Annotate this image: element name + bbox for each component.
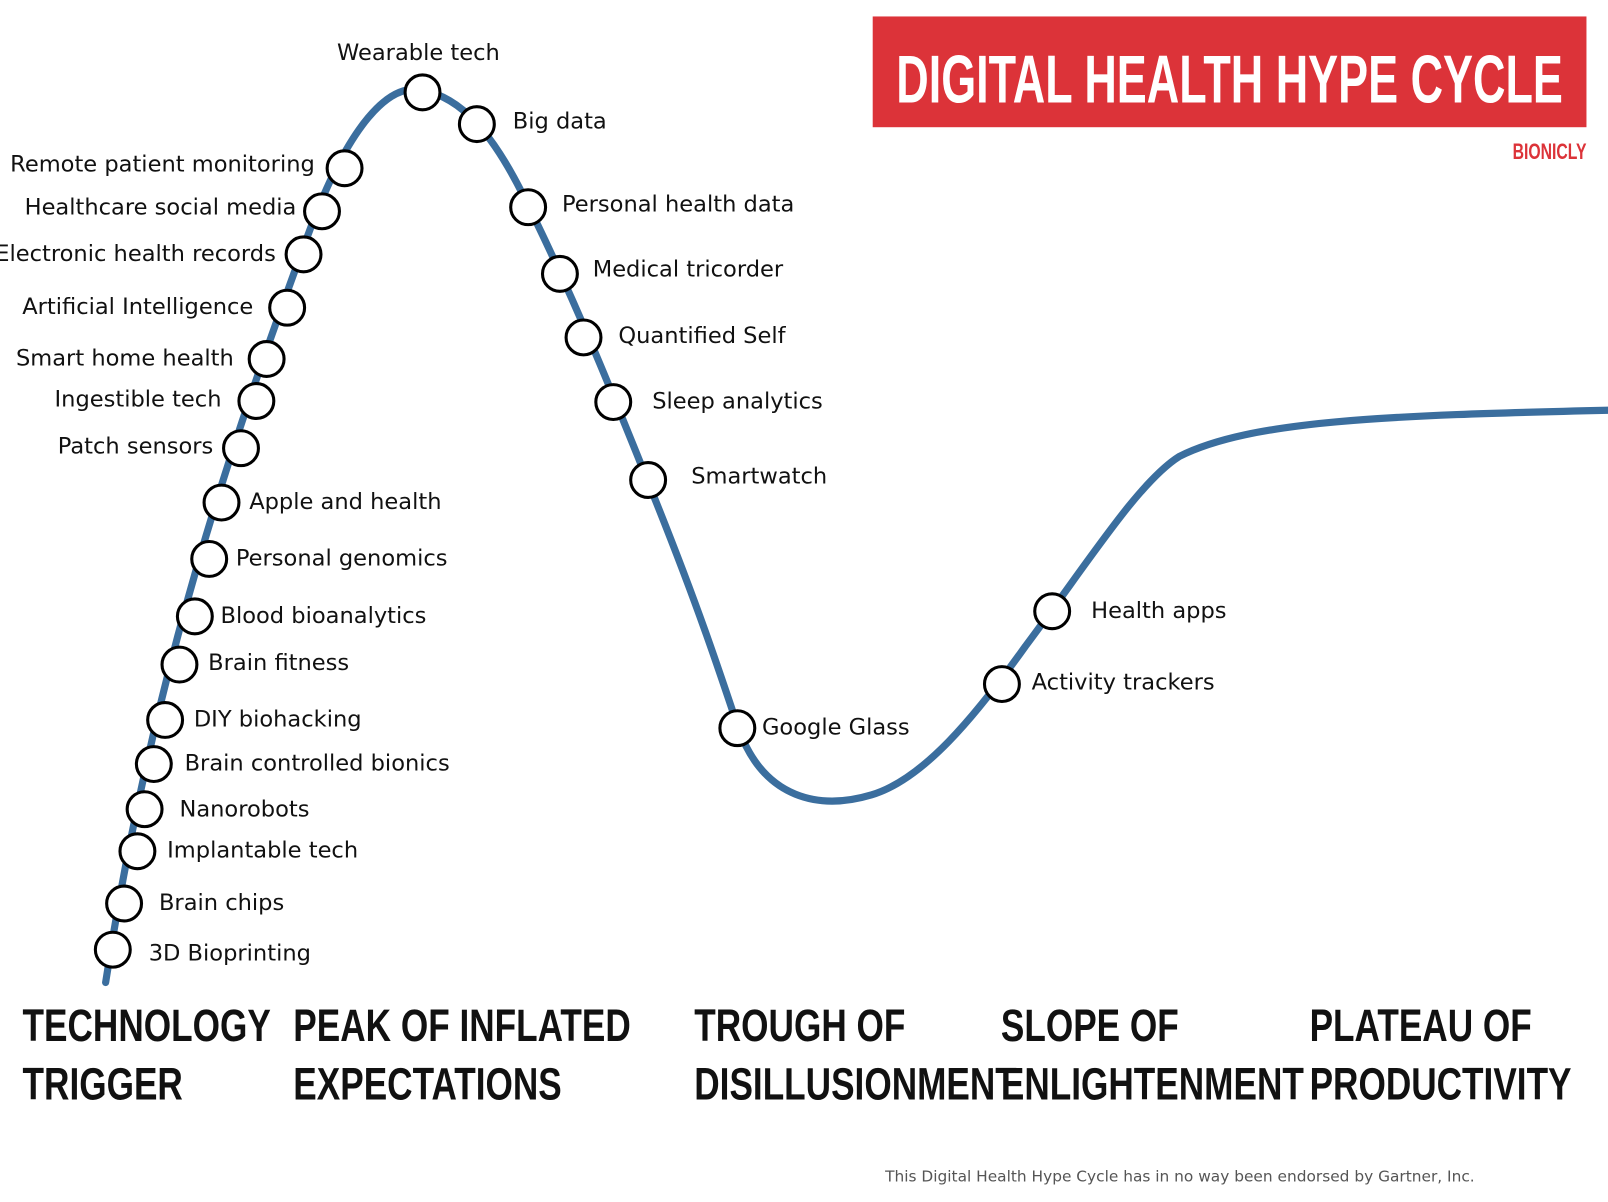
phase-label: TECHNOLOGY: [23, 1000, 271, 1051]
node-label: Ingestible tech: [55, 387, 222, 413]
node-marker: [175, 597, 214, 636]
footer: This Digital Health Hype Cycle has in no…: [884, 1167, 1475, 1185]
node-marker: [564, 318, 603, 357]
node-label: Patch sensors: [58, 434, 214, 460]
node-marker: [718, 709, 757, 748]
node-marker: [284, 235, 323, 274]
node-marker: [125, 790, 164, 829]
node-label: Electronic health records: [0, 241, 276, 267]
node-label: Big data: [513, 109, 607, 135]
node-marker: [190, 539, 229, 578]
node-marker: [457, 105, 496, 144]
node-marker: [540, 254, 579, 293]
node-label: Blood bioanalytics: [220, 603, 426, 629]
node-marker: [202, 483, 241, 522]
phase-label: PLATEAU OF: [1310, 1000, 1532, 1051]
node-marker: [325, 149, 364, 188]
node-marker: [146, 700, 185, 739]
node-label: Remote patient monitoring: [10, 152, 315, 178]
phase-label: ENLIGHTENMENT: [1001, 1058, 1304, 1109]
node-label: Activity trackers: [1032, 670, 1215, 696]
node-label: Personal health data: [562, 192, 794, 218]
phase-label: DISILLUSIONMENT: [694, 1058, 1017, 1109]
phase-label: SLOPE OF: [1001, 1000, 1179, 1051]
node-label: Brain chips: [159, 890, 284, 916]
node-label: Health apps: [1091, 598, 1226, 624]
node-marker: [118, 832, 157, 871]
node-label: Google Glass: [762, 715, 910, 741]
node-marker: [105, 884, 144, 923]
node-marker: [268, 288, 307, 327]
phase-label: TROUGH OF: [694, 1000, 905, 1051]
node-label: Apple and health: [249, 489, 441, 515]
node-label: DIY biohacking: [194, 706, 362, 732]
node-label: Healthcare social media: [25, 195, 297, 221]
phase-label: PRODUCTIVITY: [1310, 1058, 1572, 1109]
phase-label: TRIGGER: [23, 1058, 183, 1109]
node-label: Quantified Self: [618, 323, 786, 349]
node-label: Brain fitness: [208, 650, 349, 676]
node-label: 3D Bioprinting: [149, 940, 311, 966]
brand: BIONICLY: [1513, 139, 1587, 164]
node-marker: [1033, 592, 1072, 631]
node-marker: [160, 645, 199, 684]
node-marker: [134, 745, 173, 784]
title-box: [872, 16, 1587, 128]
node-marker: [303, 192, 341, 231]
node-label: Brain controlled bionics: [185, 751, 450, 777]
node-marker: [982, 665, 1021, 704]
node-marker: [594, 383, 633, 422]
node-label: Wearable tech: [337, 40, 500, 66]
node-marker: [247, 340, 286, 378]
node-marker: [222, 429, 260, 468]
node-label: Smartwatch: [691, 463, 827, 489]
node-marker: [403, 73, 442, 112]
node-label: Sleep analytics: [652, 389, 823, 415]
phase-label: EXPECTATIONS: [293, 1058, 561, 1109]
node-label: Medical tricorder: [593, 256, 784, 282]
node-label: Implantable tech: [167, 838, 358, 864]
node-label: Artificial Intelligence: [22, 294, 253, 320]
node-marker: [237, 382, 276, 420]
node-label: Smart home health: [16, 345, 234, 371]
title: DIGITAL HEALTH HYPE CYCLE: [896, 43, 1563, 118]
node-marker: [93, 930, 132, 969]
node-label: Personal genomics: [236, 545, 448, 571]
phase-label: PEAK OF INFLATED: [293, 1000, 631, 1051]
node-marker: [509, 188, 548, 227]
node-label: Nanorobots: [179, 797, 309, 823]
node-marker: [629, 461, 668, 499]
